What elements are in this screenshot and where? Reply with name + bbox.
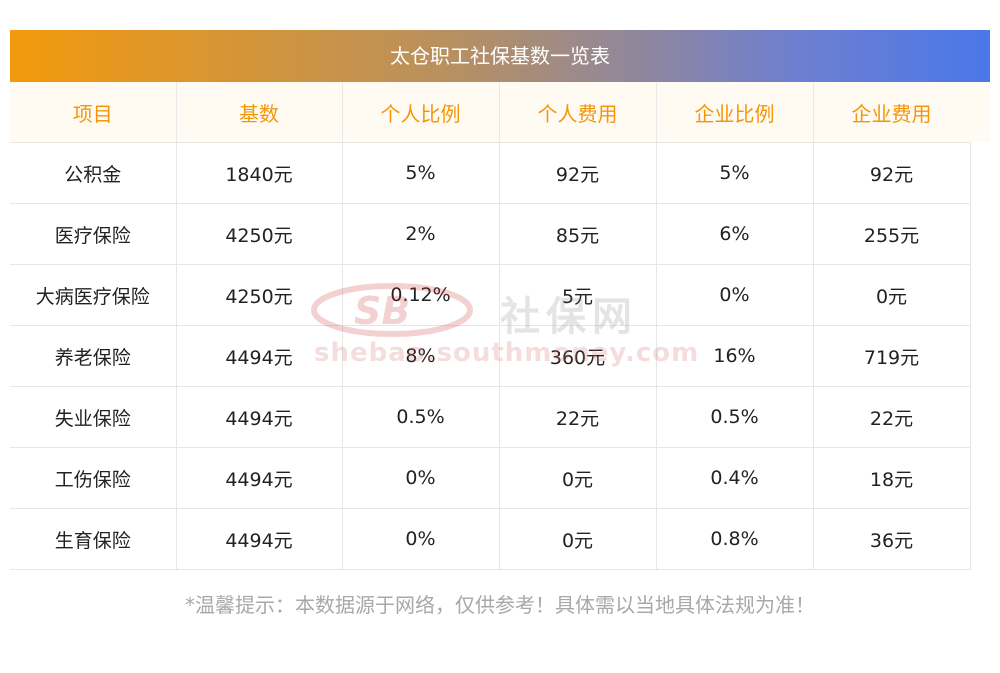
- table-row: 失业保险 4494元 0.5% 22元 0.5% 22元: [10, 386, 971, 448]
- cell-company-rate: 0.5%: [656, 386, 814, 448]
- cell-personal-rate: 0.12%: [342, 264, 500, 326]
- cell-personal-rate: 2%: [342, 203, 500, 265]
- cell-item: 养老保险: [10, 325, 177, 387]
- cell-personal-cost: 0元: [499, 508, 657, 570]
- cell-item: 公积金: [10, 142, 177, 204]
- table-row: 工伤保险 4494元 0% 0元 0.4% 18元: [10, 447, 971, 509]
- cell-personal-cost: 92元: [499, 142, 657, 204]
- cell-company-cost: 18元: [813, 447, 971, 509]
- cell-base: 1840元: [176, 142, 343, 204]
- table-title: 太仓职工社保基数一览表: [10, 30, 990, 82]
- cell-company-cost: 719元: [813, 325, 971, 387]
- table-row: 养老保险 4494元 8% 360元 16% 719元: [10, 325, 971, 387]
- column-header-personal-cost: 个人费用: [499, 82, 657, 143]
- column-header-base: 基数: [176, 82, 343, 143]
- table-row: 公积金 1840元 5% 92元 5% 92元: [10, 142, 971, 204]
- cell-personal-cost: 5元: [499, 264, 657, 326]
- disclaimer-note: *温馨提示：本数据源于网络，仅供参考！具体需以当地具体法规为准！: [185, 593, 815, 617]
- cell-company-rate: 0.8%: [656, 508, 814, 570]
- cell-item: 生育保险: [10, 508, 177, 570]
- cell-base: 4494元: [176, 508, 343, 570]
- cell-company-cost: 22元: [813, 386, 971, 448]
- table-row: 大病医疗保险 4250元 0.12% 5元 0% 0元: [10, 264, 971, 326]
- cell-base: 4250元: [176, 264, 343, 326]
- cell-personal-rate: 5%: [342, 142, 500, 204]
- cell-base: 4494元: [176, 325, 343, 387]
- cell-item: 大病医疗保险: [10, 264, 177, 326]
- cell-personal-cost: 85元: [499, 203, 657, 265]
- table-row: 医疗保险 4250元 2% 85元 6% 255元: [10, 203, 971, 265]
- cell-company-cost: 0元: [813, 264, 971, 326]
- cell-item: 工伤保险: [10, 447, 177, 509]
- cell-base: 4250元: [176, 203, 343, 265]
- column-header-item: 项目: [10, 82, 177, 143]
- cell-personal-cost: 22元: [499, 386, 657, 448]
- column-header-personal-rate: 个人比例: [342, 82, 500, 143]
- cell-company-rate: 0.4%: [656, 447, 814, 509]
- column-header-company-rate: 企业比例: [656, 82, 814, 143]
- cell-base: 4494元: [176, 386, 343, 448]
- cell-base: 4494元: [176, 447, 343, 509]
- cell-personal-rate: 0%: [342, 447, 500, 509]
- cell-company-rate: 5%: [656, 142, 814, 204]
- cell-item: 医疗保险: [10, 203, 177, 265]
- insurance-table-card: 太仓职工社保基数一览表 项目 基数 个人比例 个人费用 企业比例 企业费用 公积…: [10, 30, 990, 570]
- insurance-table: 项目 基数 个人比例 个人费用 企业比例 企业费用 公积金 1840元 5% 9…: [10, 82, 971, 570]
- cell-item: 失业保险: [10, 386, 177, 448]
- column-header-company-cost: 企业费用: [813, 82, 971, 143]
- cell-company-cost: 36元: [813, 508, 971, 570]
- cell-company-cost: 255元: [813, 203, 971, 265]
- table-header-row: 项目 基数 个人比例 个人费用 企业比例 企业费用: [10, 82, 971, 143]
- header-row-extension: [970, 82, 990, 142]
- cell-personal-rate: 0.5%: [342, 386, 500, 448]
- cell-company-rate: 0%: [656, 264, 814, 326]
- cell-personal-cost: 360元: [499, 325, 657, 387]
- cell-company-rate: 6%: [656, 203, 814, 265]
- cell-personal-cost: 0元: [499, 447, 657, 509]
- table-row: 生育保险 4494元 0% 0元 0.8% 36元: [10, 508, 971, 570]
- cell-personal-rate: 0%: [342, 508, 500, 570]
- cell-personal-rate: 8%: [342, 325, 500, 387]
- cell-company-rate: 16%: [656, 325, 814, 387]
- cell-company-cost: 92元: [813, 142, 971, 204]
